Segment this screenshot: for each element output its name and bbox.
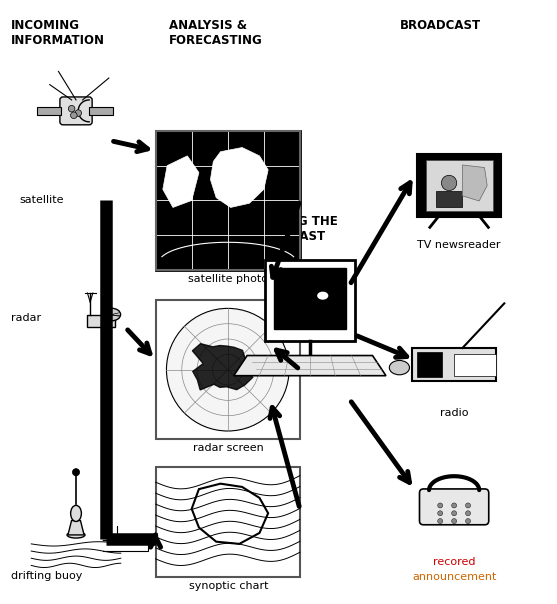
Bar [155,467,300,577]
Circle shape [438,511,443,516]
Text: radar: radar [11,313,41,323]
Ellipse shape [67,532,85,538]
Text: ANALYSIS &
FORECASTING: ANALYSIS & FORECASTING [169,19,262,47]
Text: radar screen: radar screen [193,443,263,454]
Text: PREPARING THE
BROADCAST: PREPARING THE BROADCAST [232,216,338,243]
Circle shape [72,469,80,476]
Circle shape [452,511,457,516]
Text: BROADCAST: BROADCAST [399,19,481,32]
Bar [265,260,355,341]
Text: drifting buoy: drifting buoy [11,571,82,581]
Polygon shape [462,165,487,201]
Circle shape [75,110,81,117]
Text: satellite: satellite [19,196,64,205]
Bar [426,160,492,211]
Bar [89,106,113,115]
Polygon shape [192,344,253,390]
Bar [417,352,442,378]
Circle shape [71,112,77,118]
FancyBboxPatch shape [419,489,488,525]
Circle shape [69,106,75,112]
Circle shape [466,503,471,508]
Bar [86,315,115,327]
Circle shape [452,519,457,524]
Circle shape [438,519,443,524]
Text: radio: radio [440,408,468,417]
Ellipse shape [71,506,81,521]
Text: recored: recored [433,557,475,567]
Polygon shape [234,356,386,376]
Text: synoptic chart: synoptic chart [188,580,268,591]
Text: satellite photo: satellite photo [188,274,268,284]
Circle shape [441,175,457,191]
Circle shape [167,309,289,431]
Bar [155,300,300,439]
Bar [417,154,501,217]
FancyBboxPatch shape [60,97,92,125]
Polygon shape [436,191,462,207]
Text: TV newsreader: TV newsreader [417,240,501,250]
Polygon shape [163,156,199,207]
Circle shape [438,503,443,508]
Circle shape [466,511,471,516]
Ellipse shape [102,308,121,321]
Bar [454,353,496,376]
Polygon shape [211,147,268,207]
Polygon shape [68,521,84,535]
Bar [37,106,61,115]
Bar [155,131,300,270]
Circle shape [466,519,471,524]
Bar [155,131,300,270]
Text: INCOMING
INFORMATION: INCOMING INFORMATION [11,19,105,47]
Bar [274,268,346,329]
Ellipse shape [389,361,409,375]
Circle shape [452,503,457,508]
Text: announcement: announcement [412,572,496,582]
Bar [412,348,496,382]
Ellipse shape [317,292,328,300]
